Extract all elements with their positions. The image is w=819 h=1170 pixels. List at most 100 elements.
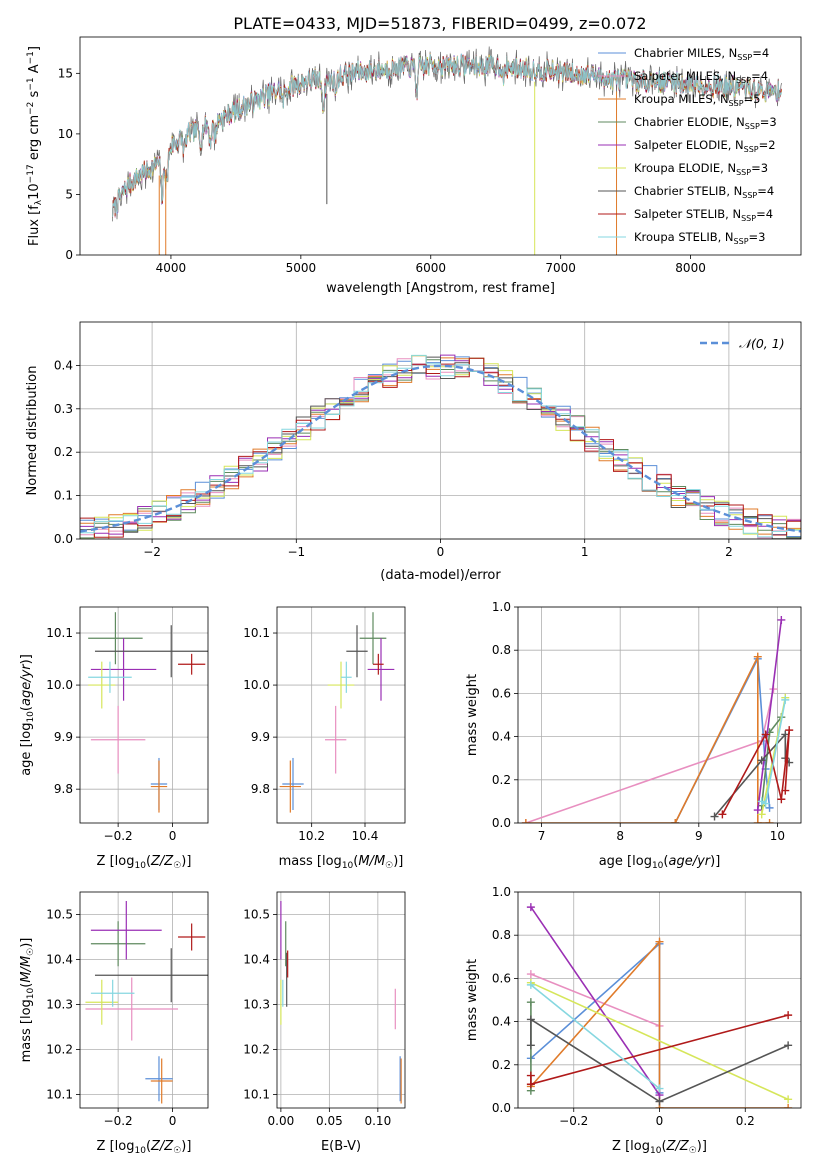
x-axis-label: (data-model)/error <box>380 568 501 583</box>
weight-line <box>530 984 661 1090</box>
weight-marker <box>765 803 774 812</box>
x-tick-label: 6000 <box>415 261 446 275</box>
x-tick-label: 8000 <box>675 261 706 275</box>
x-tick-label: −2 <box>143 545 161 559</box>
weight-marker <box>655 937 664 946</box>
axes-frame <box>79 606 209 824</box>
x-tick-label: 9 <box>695 829 703 843</box>
y-tick-label: 9.9 <box>54 730 73 744</box>
y-axis-label: Flux [fλ10−17 erg cm−2 s−1 A−1] <box>26 46 44 246</box>
y-tick-label: 10.3 <box>243 998 270 1012</box>
y-tick-label: 10.4 <box>243 953 270 967</box>
weight-marker <box>753 652 762 661</box>
x-tick-label: 4000 <box>156 261 187 275</box>
weight-marker <box>765 819 774 823</box>
weight-line <box>525 688 775 823</box>
x-tick-label: 2 <box>725 545 733 559</box>
legend-entry: Chabrier STELIB, NSSP=4 <box>634 184 774 200</box>
x-tick-label: 0 <box>437 545 445 559</box>
weight-marker <box>781 786 790 795</box>
weight-marker <box>526 998 535 1007</box>
weight-marker <box>526 1080 535 1089</box>
panel-residuals: −2 −1 0 1 2 0.0 0.1 0.2 0.3 0.4 (data-model)/error… <box>25 321 802 583</box>
x-axis-label: E(B-V) <box>321 1139 361 1154</box>
plot-area <box>521 615 794 823</box>
weight-marker <box>784 1041 793 1050</box>
y-tick-label: 10.2 <box>46 1043 73 1057</box>
weight-marker <box>781 695 790 704</box>
legend-entry: Chabrier MILES, NSSP=4 <box>634 46 769 62</box>
x-tick-label: 10.2 <box>298 829 325 843</box>
weight-marker <box>526 1041 535 1050</box>
y-tick-label: 0.0 <box>54 532 73 546</box>
axes-frame <box>276 606 406 824</box>
x-axis-label: Z [log10(Z/Z☉)] <box>97 1139 192 1156</box>
legend-entry: 𝒩(0, 1) <box>739 336 785 351</box>
x-tick-label: −0.2 <box>104 829 133 843</box>
y-tick-label: 10.4 <box>46 953 73 967</box>
legend-entry: Kroupa ELODIE, NSSP=3 <box>634 161 768 177</box>
axes-frame <box>79 891 209 1109</box>
legend-entry: Chabrier ELODIE, NSSP=3 <box>634 115 777 131</box>
weight-marker <box>526 903 535 912</box>
weight-marker <box>761 799 770 808</box>
weight-line <box>530 1017 789 1103</box>
plot-area <box>526 903 793 1108</box>
x-tick-label: 0.05 <box>316 1114 343 1128</box>
legend-entry: Salpeter STELIB, NSSP=4 <box>634 207 773 223</box>
y-tick-label: 0.0 <box>492 816 511 830</box>
legend-entry: Kroupa MILES, NSSP=5 <box>634 92 760 108</box>
y-tick-label: 0.2 <box>492 773 511 787</box>
y-tick-label: 0.8 <box>492 643 511 657</box>
x-tick-label: −0.2 <box>104 1114 133 1128</box>
y-tick-label: 10.3 <box>46 998 73 1012</box>
weight-marker <box>671 819 680 823</box>
x-axis-label: wavelength [Angstrom, rest frame] <box>326 281 555 296</box>
x-tick-label: 10.4 <box>352 829 379 843</box>
plot-area <box>88 612 208 813</box>
weight-marker <box>784 1104 793 1108</box>
y-tick-label: 0.6 <box>492 971 511 985</box>
x-tick-label: 0.2 <box>736 1114 755 1128</box>
x-tick-label: 0 <box>169 1114 177 1128</box>
y-tick-label: 0.0 <box>492 1101 511 1115</box>
x-axis-label: age [log10(age/yr)] <box>599 854 721 871</box>
plot-area <box>280 901 402 1104</box>
y-tick-label: 0.8 <box>492 928 511 942</box>
axes-frame <box>79 36 802 256</box>
panel-age-vs-Z: −0.2 0 9.8 9.9 10.0 10.1 Z [log10(Z/Z☉)] age [l… <box>19 606 209 871</box>
legend-entry: Salpeter ELODIE, NSSP=2 <box>634 138 776 154</box>
weight-marker <box>785 726 794 735</box>
weight-marker <box>526 1071 535 1080</box>
weight-marker <box>710 812 719 821</box>
x-tick-label: 0.00 <box>268 1114 295 1128</box>
x-tick-label: 7000 <box>545 261 576 275</box>
y-tick-label: 10.0 <box>46 678 73 692</box>
y-tick-label: 1.0 <box>492 600 511 614</box>
x-tick-label: 0 <box>169 829 177 843</box>
plot-area <box>80 354 801 539</box>
panel-age-vs-mass: 10.2 10.4 9.8 9.9 10.0 10.1 mass [log10(M/M☉)] <box>243 606 406 871</box>
weight-line <box>674 655 771 823</box>
panel-spectrum: 4000 5000 6000 7000 8000 0 5 10 15 wavelength [An… <box>26 36 802 296</box>
y-tick-label: 10.0 <box>243 678 270 692</box>
y-tick-label: 9.8 <box>251 782 270 796</box>
spectrum-line <box>112 53 782 218</box>
y-tick-label: 5 <box>65 187 73 201</box>
y-tick-label: 1.0 <box>492 885 511 899</box>
x-axis-label: Z [log10(Z/Z☉)] <box>612 1139 707 1156</box>
y-axis-label: mass weight <box>465 959 480 1041</box>
y-tick-label: 10.1 <box>243 626 270 640</box>
weight-marker <box>761 730 770 739</box>
x-tick-label: −1 <box>287 545 305 559</box>
weight-line <box>530 906 661 1096</box>
histogram-step <box>80 354 801 538</box>
weight-line <box>757 619 783 811</box>
weight-marker <box>526 980 535 989</box>
normal-pdf-curve <box>80 364 801 533</box>
y-tick-label: 9.9 <box>251 730 270 744</box>
x-axis-label: mass [log10(M/M☉)] <box>279 854 404 871</box>
y-axis-label: mass weight <box>465 674 480 756</box>
